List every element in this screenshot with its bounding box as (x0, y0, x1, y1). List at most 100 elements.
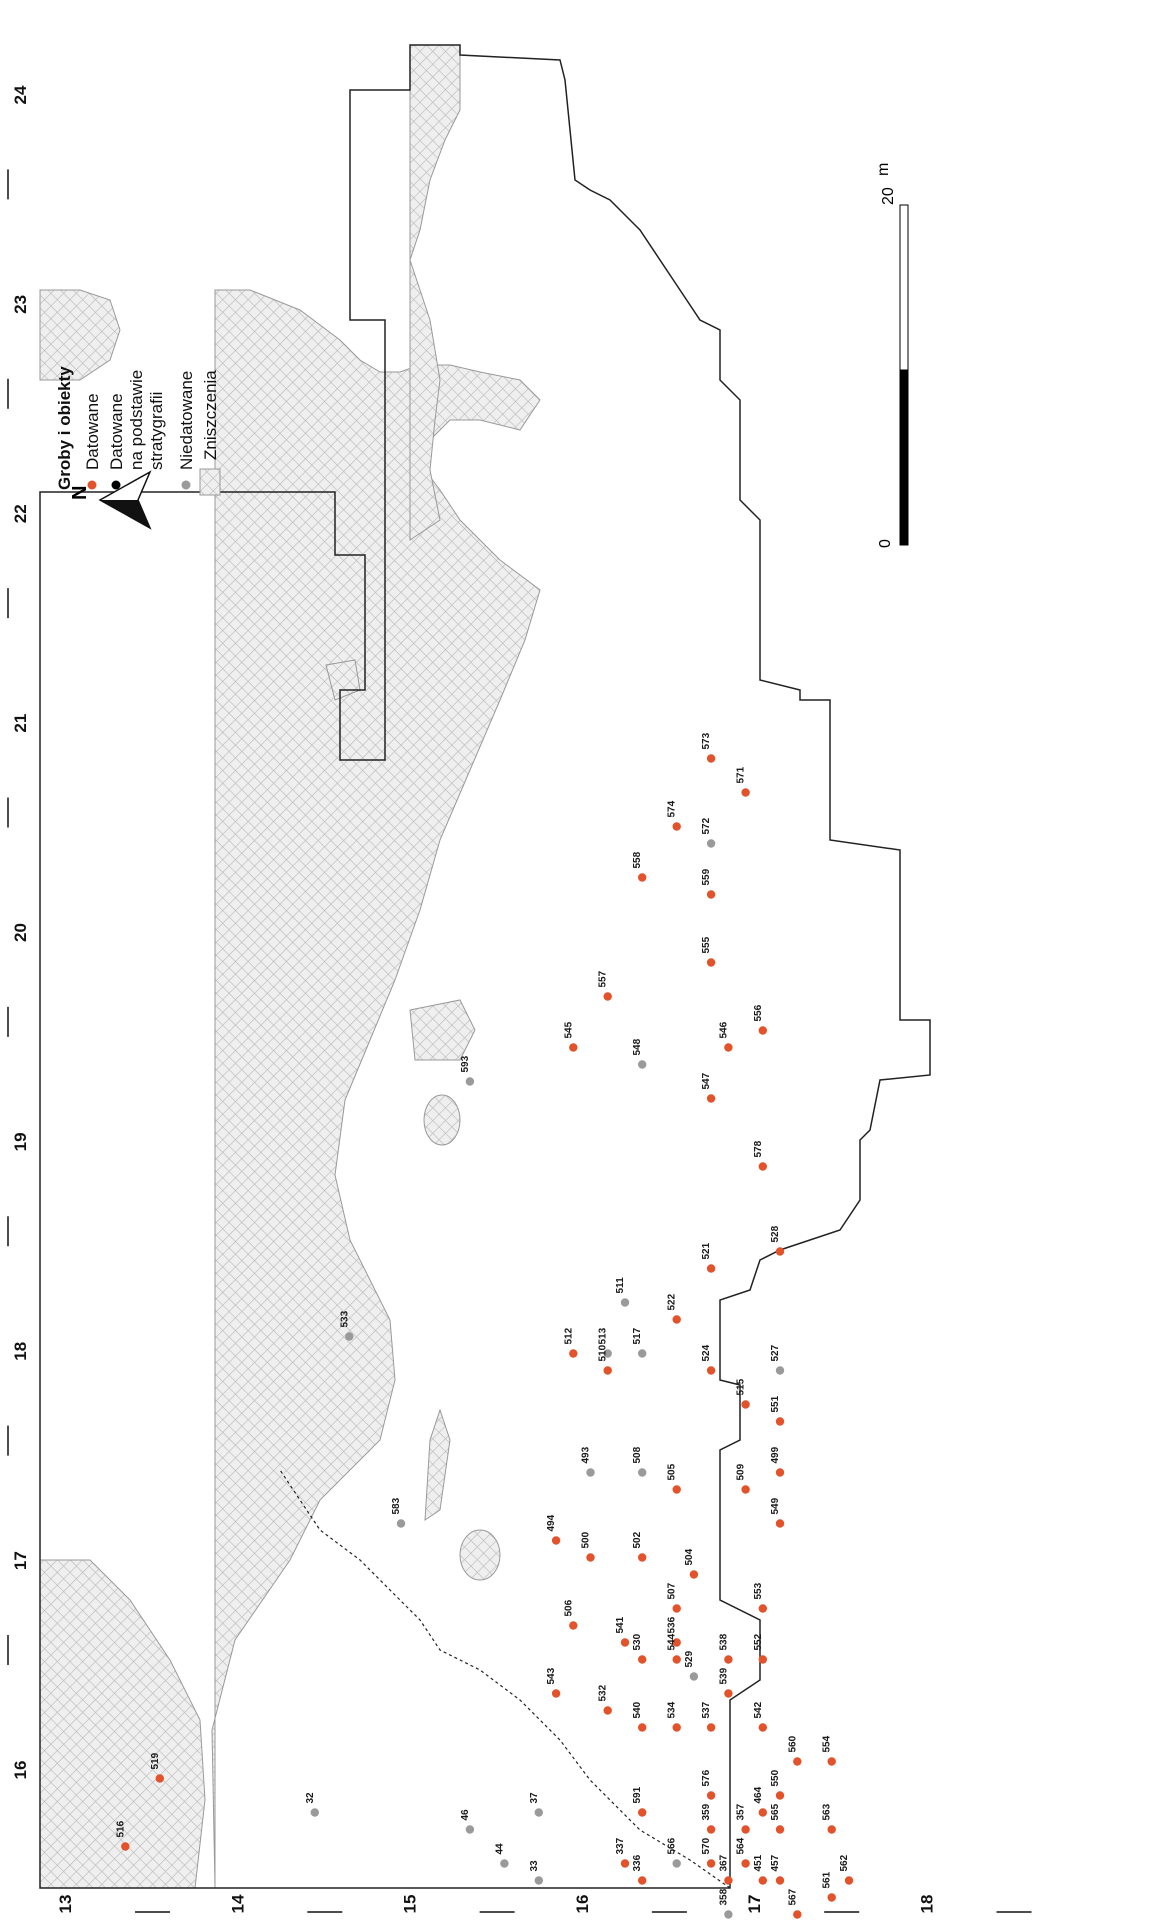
grid-label-top-21: 21 (11, 714, 30, 733)
grave-label: 46 (460, 1809, 471, 1821)
destruction-zone-right-edge (409, 259, 441, 541)
legend-hatch-swatch (199, 468, 221, 496)
grave-label: 457 (770, 1854, 781, 1871)
grave-marker-dated (620, 1859, 630, 1868)
legend-label-strat-2: na podstawie (127, 370, 146, 470)
legend-label-destruction: Zniszczenia (201, 370, 220, 460)
grave-marker-dated (758, 1808, 767, 1817)
scale-bar-black (899, 369, 909, 546)
grave-marker-undated (706, 839, 716, 848)
grave-label: 507 (667, 1582, 678, 1599)
grave-marker-undated (638, 1060, 647, 1069)
scale-bar-white (899, 204, 909, 371)
grave-label: 512 (563, 1327, 574, 1344)
grave-marker-undated (534, 1876, 543, 1885)
grave-marker-dated (775, 1825, 785, 1834)
grave-marker-dated (569, 1349, 578, 1358)
destruction-zone-top-left (39, 289, 121, 381)
grave-label: 544 (667, 1633, 678, 1650)
grave-marker-dated (569, 1043, 578, 1052)
grave-label: 530 (632, 1633, 643, 1650)
grave-label: 545 (563, 1021, 574, 1038)
grave-label: 500 (581, 1531, 592, 1548)
grid-label-top-18: 18 (11, 1342, 30, 1361)
scale-unit: m (875, 163, 892, 176)
grave-marker-undated (638, 1349, 647, 1358)
grave-label: 551 (770, 1395, 781, 1412)
grave-label: 504 (684, 1548, 695, 1565)
grave-label: 532 (598, 1684, 609, 1701)
grave-label: 552 (753, 1633, 764, 1650)
grave-marker-dated (638, 1876, 647, 1885)
grave-label: 493 (581, 1446, 592, 1463)
grave-marker-dated (706, 1791, 716, 1800)
legend-dot-strat (111, 480, 121, 490)
grave-marker-dated (793, 1910, 802, 1919)
grave-marker-dated (672, 1485, 681, 1494)
grave-marker-undated (638, 1468, 647, 1477)
grave-marker-dated (638, 1655, 647, 1664)
grave-label: 559 (701, 868, 712, 885)
grave-marker-dated (741, 1859, 750, 1868)
grave-marker-undated (345, 1332, 354, 1341)
grid-label-top-19: 19 (11, 1132, 30, 1151)
grave-label: 336 (632, 1854, 643, 1871)
grave-marker-dated (775, 1876, 785, 1885)
grave-marker-dated (672, 1655, 681, 1664)
grid-label-side-16: 16 (573, 1895, 592, 1914)
grave-marker-undated (775, 1366, 785, 1375)
legend-label-strat-3: stratygrafii (147, 392, 166, 470)
grave-marker-dated (706, 1723, 716, 1732)
grave-marker-undated (586, 1468, 595, 1477)
grave-marker-dated (724, 1043, 733, 1052)
grave-label: 522 (667, 1293, 678, 1310)
grave-label: 509 (736, 1463, 747, 1480)
grave-label: 540 (632, 1701, 643, 1718)
grave-marker-dated (569, 1621, 578, 1630)
grave-marker-dated (121, 1842, 130, 1851)
grid-label-side-15: 15 (401, 1895, 420, 1914)
grave-label: 529 (684, 1650, 695, 1667)
north-arrow: N (69, 470, 152, 530)
legend: Groby i obiekty Datowane Datowane na pod… (55, 366, 221, 496)
grave-label: 510 (598, 1344, 609, 1361)
grave-marker-dated (775, 1468, 785, 1477)
grave-label: 562 (839, 1854, 850, 1871)
grave-label: 516 (115, 1820, 126, 1837)
grave-label: 527 (770, 1344, 781, 1361)
grid-ticks: 16 17 18 19 20 21 22 23 24 13 14 15 16 17 18 (7, 85, 1032, 1914)
grave-marker-dated (775, 1791, 785, 1800)
legend-label-undated: Niedatowane (177, 371, 196, 470)
grave-label: 557 (598, 970, 609, 987)
grave-marker-dated (551, 1689, 561, 1698)
grave-marker-dated (741, 1825, 750, 1834)
grave-marker-dated (827, 1893, 836, 1902)
grid-label-top-22: 22 (11, 504, 30, 523)
grave-marker-dated (620, 1638, 630, 1647)
grave-marker-dated (638, 1808, 647, 1817)
grid-label-top-23: 23 (11, 295, 30, 314)
grid-label-top-16: 16 (11, 1761, 30, 1780)
grave-label: 591 (632, 1786, 643, 1803)
grave-label: 561 (822, 1871, 833, 1888)
grave-marker-dated (706, 1859, 716, 1868)
grave-marker-dated (844, 1876, 854, 1885)
legend-label-strat-1: Datowane (107, 393, 126, 470)
grid-label-side-14: 14 (228, 1894, 247, 1913)
grave-label: 515 (736, 1378, 747, 1395)
scale-bar: 0 20 m (875, 163, 909, 548)
grave-marker-dated (638, 873, 647, 882)
grave-label: 547 (701, 1072, 712, 1089)
grave-label: 550 (770, 1769, 781, 1786)
grave-marker-dated (758, 1026, 767, 1035)
grave-label: 517 (632, 1327, 643, 1344)
grid-label-side-17: 17 (745, 1895, 764, 1914)
grave-label: 511 (615, 1277, 626, 1294)
grave-marker-dated (672, 1723, 681, 1732)
grave-marker-dated (706, 1094, 716, 1103)
grave-label: 573 (701, 732, 712, 749)
destruction-zone-small-2 (409, 999, 476, 1061)
grave-marker-dated (603, 1706, 612, 1715)
grave-marker-dated (758, 1723, 767, 1732)
